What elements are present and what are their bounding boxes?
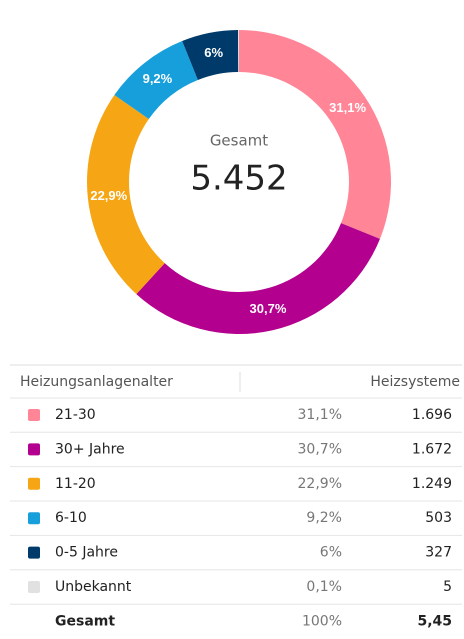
slice bbox=[239, 30, 391, 239]
legend-swatch bbox=[28, 581, 40, 593]
row-name: 21-30 bbox=[55, 407, 96, 423]
row-name: 6-10 bbox=[55, 510, 87, 526]
row-share: 0,1% bbox=[306, 579, 342, 595]
row-name: 0-5 Jahre bbox=[55, 545, 118, 561]
row-share: 6% bbox=[320, 545, 342, 561]
row-count: 503 bbox=[425, 510, 452, 526]
row-share: 22,9% bbox=[298, 476, 342, 492]
row-share: 30,7% bbox=[298, 441, 342, 457]
slice bbox=[114, 41, 198, 120]
total-count: 5,45 bbox=[417, 613, 452, 629]
row-name: Unbekannt bbox=[55, 579, 132, 595]
center-label: Gesamt bbox=[210, 132, 268, 150]
table-header: Heizsysteme bbox=[370, 374, 460, 390]
row-count: 1.672 bbox=[412, 441, 452, 457]
legend-swatch bbox=[28, 477, 40, 490]
total-share: 100% bbox=[302, 613, 342, 629]
legend-swatch bbox=[28, 546, 40, 559]
slice-label: 9,2% bbox=[143, 71, 173, 86]
row-count: 327 bbox=[425, 545, 452, 561]
legend-swatch bbox=[28, 409, 40, 421]
row-share: 31,1% bbox=[298, 407, 342, 423]
legend-swatch bbox=[28, 443, 40, 456]
table-header: Heizungsanlagenalter bbox=[20, 374, 173, 390]
slice bbox=[136, 223, 380, 334]
slice-label: 30,7% bbox=[250, 301, 287, 316]
row-count: 1.249 bbox=[412, 476, 452, 492]
slice-label: 31,1% bbox=[329, 100, 366, 115]
slice-label: 6% bbox=[204, 45, 223, 60]
row-share: 9,2% bbox=[306, 510, 342, 526]
row-name: 30+ Jahre bbox=[55, 441, 125, 457]
total-name: Gesamt bbox=[55, 613, 115, 629]
slice-label: 22,9% bbox=[90, 188, 127, 203]
row-count: 5 bbox=[443, 579, 452, 595]
row-count: 1.696 bbox=[412, 407, 452, 423]
row-name: 11-20 bbox=[55, 476, 96, 492]
slice bbox=[238, 30, 239, 73]
legend-swatch bbox=[28, 512, 40, 525]
slice bbox=[182, 30, 239, 80]
center-value: 5.452 bbox=[190, 159, 287, 199]
slice bbox=[86, 94, 165, 295]
